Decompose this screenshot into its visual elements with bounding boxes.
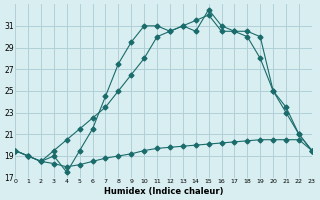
X-axis label: Humidex (Indice chaleur): Humidex (Indice chaleur) — [104, 187, 223, 196]
